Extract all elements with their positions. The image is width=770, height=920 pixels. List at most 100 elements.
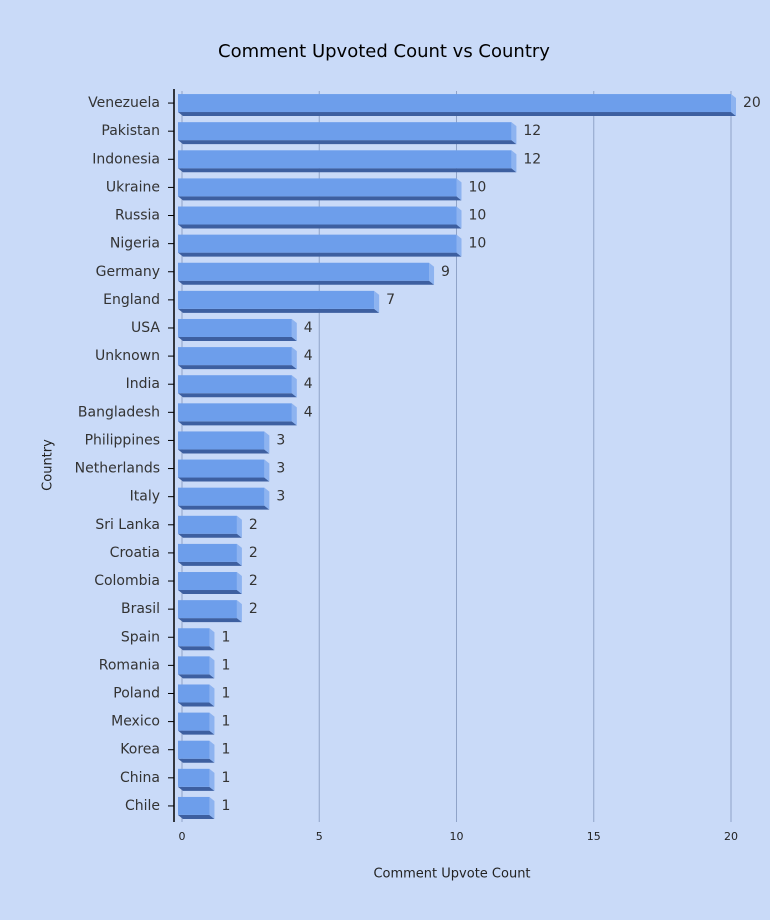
- value-label: 1: [221, 742, 230, 758]
- bar-side: [511, 150, 517, 173]
- bar: [178, 768, 215, 791]
- value-label: 3: [276, 489, 285, 505]
- y-tick-label: Venezuela: [88, 95, 160, 111]
- bar-face: [178, 318, 292, 337]
- bar-face: [178, 262, 430, 281]
- value-label: 1: [221, 629, 230, 645]
- bar-side: [291, 403, 297, 426]
- bar-side: [236, 600, 242, 623]
- bar: [178, 572, 242, 595]
- bar-face: [178, 94, 731, 113]
- bar-bottom: [178, 308, 380, 313]
- bar-side: [429, 262, 435, 285]
- bar-face: [178, 740, 210, 759]
- bar-bottom: [178, 533, 242, 538]
- bar-bottom: [178, 505, 270, 510]
- y-tick-label: China: [120, 770, 160, 786]
- bar-face: [178, 431, 265, 450]
- bar-bottom: [178, 421, 297, 426]
- bar: [178, 122, 517, 145]
- bar-bottom: [178, 561, 242, 566]
- bar-bottom: [178, 393, 297, 398]
- bar-bottom: [178, 252, 462, 257]
- bar-bottom: [178, 140, 517, 145]
- bar: [178, 740, 215, 763]
- bar: [178, 403, 297, 426]
- bar: [178, 684, 215, 707]
- bar: [178, 150, 517, 173]
- bar-side: [209, 796, 215, 819]
- x-tick-label: 0: [179, 830, 186, 843]
- bar-face: [178, 290, 375, 309]
- y-tick-label: India: [126, 376, 160, 392]
- value-label: 1: [221, 798, 230, 814]
- bar-side: [374, 290, 380, 313]
- y-tick-label: Croatia: [110, 545, 160, 561]
- bar-face: [178, 403, 292, 422]
- value-label: 12: [523, 151, 541, 167]
- bar-side: [456, 206, 462, 229]
- value-label: 7: [386, 292, 395, 308]
- bar-side: [731, 94, 736, 117]
- bar-face: [178, 600, 237, 619]
- bar-side: [456, 234, 462, 257]
- bar-face: [178, 684, 210, 703]
- bar-side: [456, 178, 462, 201]
- value-label: 4: [304, 348, 313, 364]
- bar-face: [178, 122, 512, 141]
- bar-face: [178, 234, 457, 253]
- bar-side: [209, 768, 215, 791]
- bar-side: [209, 684, 215, 707]
- value-label: 4: [304, 404, 313, 420]
- bar-face: [178, 347, 292, 366]
- bar-side: [209, 712, 215, 735]
- value-label: 2: [249, 601, 258, 617]
- value-label: 1: [221, 714, 230, 730]
- y-tick-label: England: [103, 292, 160, 308]
- value-label: 2: [249, 517, 258, 533]
- y-tick-label: Bangladesh: [78, 404, 160, 420]
- y-tick-label: Korea: [120, 742, 160, 758]
- bar-side: [236, 572, 242, 595]
- bar-bottom: [178, 336, 297, 341]
- bar-bottom: [178, 786, 215, 791]
- y-tick-label: Chile: [125, 798, 160, 814]
- y-tick-label: Unknown: [95, 348, 160, 364]
- y-tick-label: Nigeria: [110, 236, 160, 252]
- bar: [178, 318, 297, 341]
- value-label: 10: [469, 179, 487, 195]
- bar: [178, 178, 462, 201]
- y-tick-label: Indonesia: [92, 151, 160, 167]
- bar-side: [236, 515, 242, 538]
- bar: [178, 290, 380, 313]
- value-label: 2: [249, 545, 258, 561]
- bar: [178, 431, 270, 454]
- bar: [178, 375, 297, 398]
- y-tick-label: Netherlands: [75, 461, 160, 477]
- bar: [178, 347, 297, 370]
- bar-face: [178, 515, 237, 534]
- bar-side: [291, 347, 297, 370]
- bar-bottom: [178, 112, 736, 117]
- bar-face: [178, 178, 457, 197]
- y-axis-label: Country: [41, 439, 56, 491]
- y-tick-label: Poland: [113, 685, 160, 701]
- value-label: 2: [249, 573, 258, 589]
- bar-bottom: [178, 196, 462, 201]
- bar-face: [178, 656, 210, 675]
- value-label: 10: [469, 236, 487, 252]
- y-tick-label: Romania: [99, 657, 160, 673]
- bar-bottom: [178, 646, 215, 651]
- x-tick-label: 15: [587, 830, 601, 843]
- bar-side: [291, 375, 297, 398]
- bar-bottom: [178, 758, 215, 763]
- bar-side: [209, 628, 215, 651]
- bar-side: [264, 431, 270, 454]
- y-tick-label: Pakistan: [101, 123, 160, 139]
- y-tick-label: Philippines: [85, 432, 160, 448]
- bar-side: [511, 122, 517, 145]
- y-tick-label: Russia: [115, 208, 160, 224]
- bar-side: [264, 487, 270, 510]
- bar-side: [209, 740, 215, 763]
- bar: [178, 94, 736, 117]
